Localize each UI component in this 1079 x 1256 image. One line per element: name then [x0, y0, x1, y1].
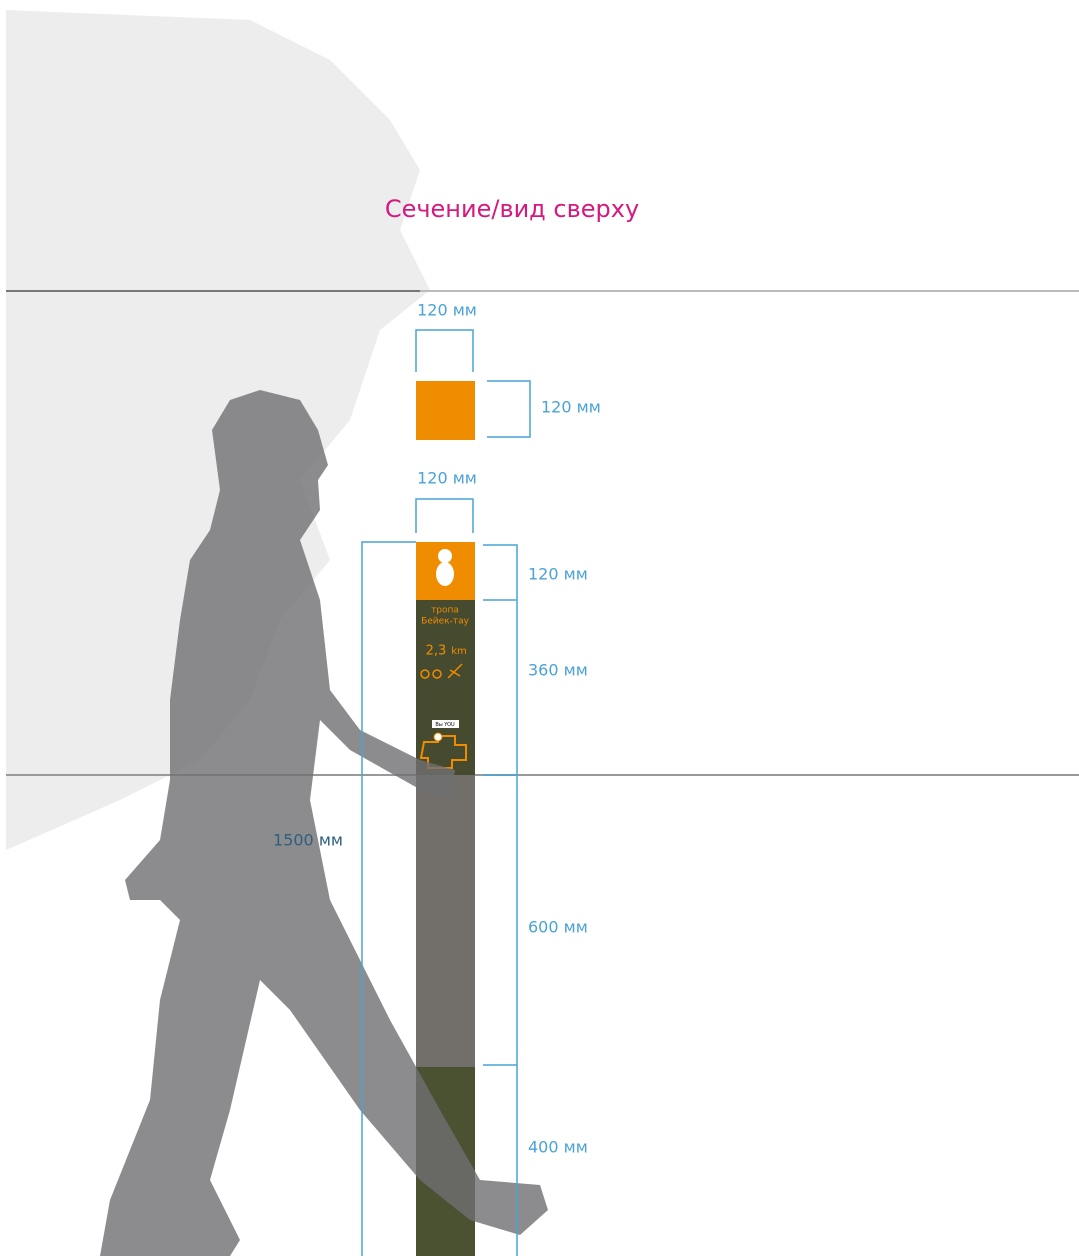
dimension-label: 120 мм [417, 469, 477, 488]
bear-icon [436, 549, 454, 586]
you-label-box [432, 720, 459, 728]
sign-text: тропа [431, 606, 459, 616]
title: Сечение/вид сверху [385, 195, 639, 223]
dimension-label: 600 мм [528, 918, 588, 937]
section-square [416, 381, 475, 440]
dimension-label: 120 мм [417, 301, 477, 320]
you-marker [433, 732, 443, 742]
activity-icons [420, 663, 463, 679]
bracket [415, 498, 474, 533]
post-wood [416, 775, 475, 1067]
bracket [361, 541, 416, 1256]
you-label: Вы YOU [435, 722, 455, 728]
dimension-label: 400 мм [528, 1138, 588, 1157]
bracket [415, 329, 474, 372]
dimension-label: 120 мм [528, 565, 588, 584]
dimension-label: 1500 мм [273, 831, 343, 850]
sign-distance: 2,3 [426, 644, 447, 659]
bracket [487, 380, 531, 438]
dimension-label: 120 мм [541, 398, 601, 417]
sign-unit: km [451, 646, 467, 657]
bracket [483, 544, 518, 1256]
person-silhouette [100, 390, 548, 1256]
dimension-label: 360 мм [528, 661, 588, 680]
sign-text: Бейек-тау [421, 617, 470, 627]
